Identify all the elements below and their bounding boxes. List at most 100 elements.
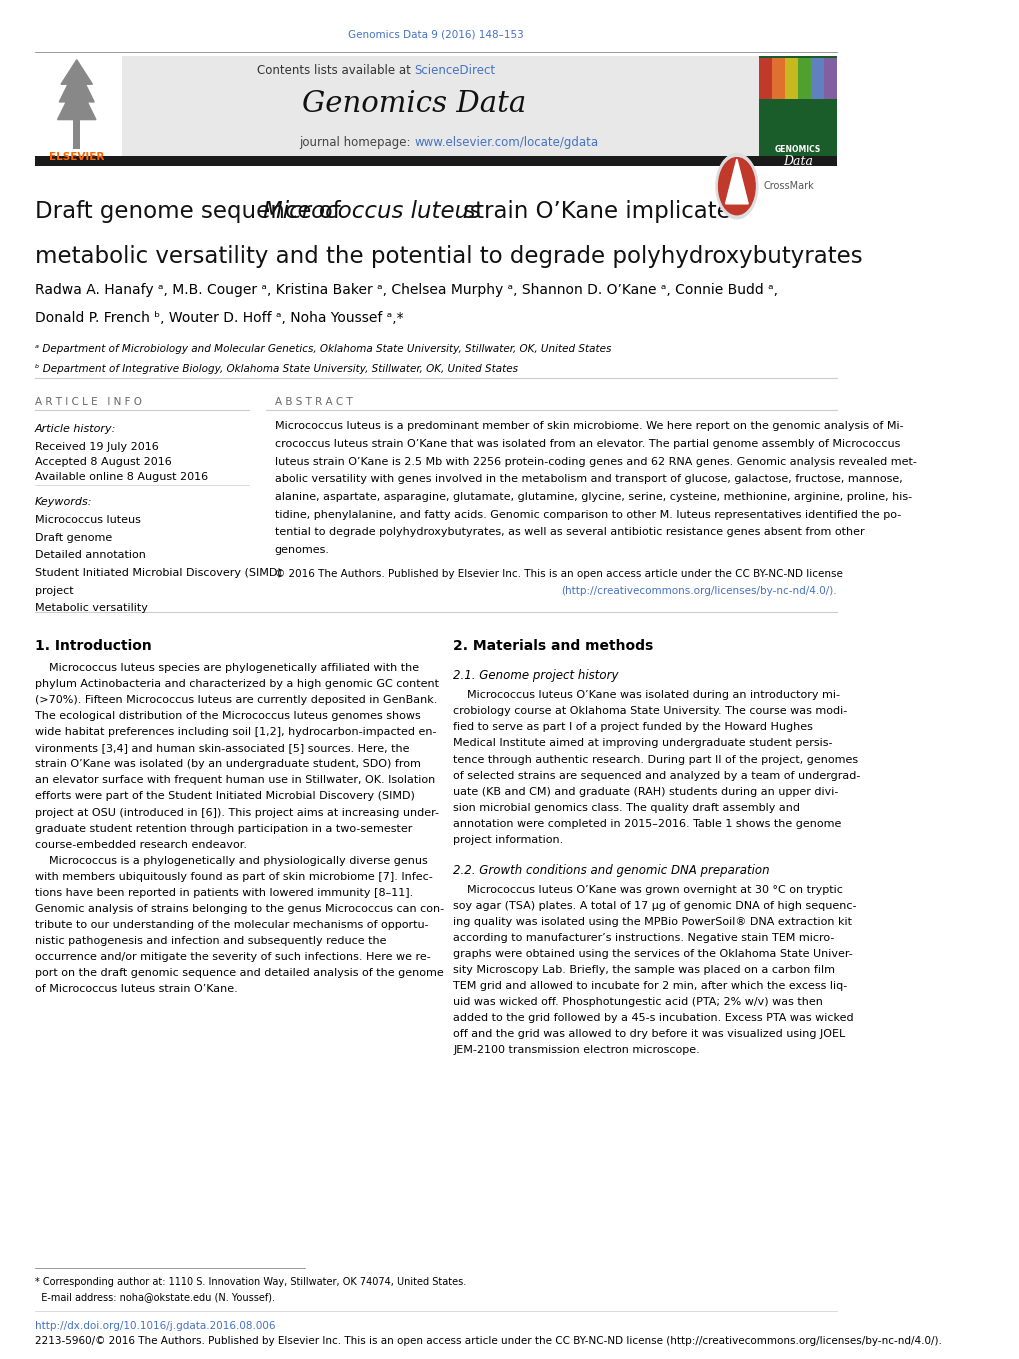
Text: Radwa A. Hanafy ᵃ, M.B. Couger ᵃ, Kristina Baker ᵃ, Chelsea Murphy ᵃ, Shannon D.: Radwa A. Hanafy ᵃ, M.B. Couger ᵃ, Kristi… xyxy=(35,283,777,296)
Text: graphs were obtained using the services of the Oklahoma State Univer-: graphs were obtained using the services … xyxy=(453,949,852,959)
Text: strain O’Kane was isolated (by an undergraduate student, SDO) from: strain O’Kane was isolated (by an underg… xyxy=(35,760,421,769)
Text: Genomic analysis of strains belonging to the genus Micrococcus can con-: Genomic analysis of strains belonging to… xyxy=(35,904,443,913)
Text: port on the draft genomic sequence and detailed analysis of the genome: port on the draft genomic sequence and d… xyxy=(35,968,443,978)
FancyBboxPatch shape xyxy=(771,58,784,99)
Circle shape xyxy=(717,158,754,215)
Text: course-embedded research endeavor.: course-embedded research endeavor. xyxy=(35,840,247,849)
Text: ᵃ Department of Microbiology and Molecular Genetics, Oklahoma State University, : ᵃ Department of Microbiology and Molecul… xyxy=(35,344,610,353)
Text: ᵇ Department of Integrative Biology, Oklahoma State University, Stillwater, OK, : ᵇ Department of Integrative Biology, Okl… xyxy=(35,364,518,374)
Text: with members ubiquitously found as part of skin microbiome [7]. Infec-: with members ubiquitously found as part … xyxy=(35,871,432,882)
Text: Micrococcus is a phylogenetically and physiologically diverse genus: Micrococcus is a phylogenetically and ph… xyxy=(35,856,427,866)
FancyBboxPatch shape xyxy=(35,56,758,156)
Text: tidine, phenylalanine, and fatty acids. Genomic comparison to other M. luteus re: tidine, phenylalanine, and fatty acids. … xyxy=(274,510,900,519)
Text: Micrococcus luteus is a predominant member of skin microbiome. We here report on: Micrococcus luteus is a predominant memb… xyxy=(274,421,903,431)
Text: Received 19 July 2016: Received 19 July 2016 xyxy=(35,442,159,451)
Text: according to manufacturer’s instructions. Negative stain TEM micro-: according to manufacturer’s instructions… xyxy=(453,932,834,943)
Text: Data: Data xyxy=(783,155,812,169)
Text: Accepted 8 August 2016: Accepted 8 August 2016 xyxy=(35,457,171,466)
Text: added to the grid followed by a 45-s incubation. Excess PTA was wicked: added to the grid followed by a 45-s inc… xyxy=(453,1012,853,1023)
Text: uid was wicked off. Phosphotungestic acid (PTA; 2% w/v) was then: uid was wicked off. Phosphotungestic aci… xyxy=(453,998,822,1007)
Text: ing quality was isolated using the MPBio PowerSoil® DNA extraction kit: ing quality was isolated using the MPBio… xyxy=(453,917,852,927)
Text: The ecological distribution of the Micrococcus luteus genomes shows: The ecological distribution of the Micro… xyxy=(35,711,420,722)
Text: Micrococcus luteus O’Kane was grown overnight at 30 °C on tryptic: Micrococcus luteus O’Kane was grown over… xyxy=(453,885,843,894)
FancyBboxPatch shape xyxy=(35,56,122,156)
Text: http://dx.doi.org/10.1016/j.gdata.2016.08.006: http://dx.doi.org/10.1016/j.gdata.2016.0… xyxy=(35,1321,275,1330)
Text: Genomics Data 9 (2016) 148–153: Genomics Data 9 (2016) 148–153 xyxy=(347,30,524,39)
Text: abolic versatility with genes involved in the metabolism and transport of glucos: abolic versatility with genes involved i… xyxy=(274,474,902,484)
Text: wide habitat preferences including soil [1,2], hydrocarbon-impacted en-: wide habitat preferences including soil … xyxy=(35,727,436,738)
Text: A B S T R A C T: A B S T R A C T xyxy=(274,397,353,406)
Text: nistic pathogenesis and infection and subsequently reduce the: nistic pathogenesis and infection and su… xyxy=(35,936,386,946)
Circle shape xyxy=(715,154,757,219)
Text: fied to serve as part I of a project funded by the Howard Hughes: fied to serve as part I of a project fun… xyxy=(453,723,812,733)
FancyBboxPatch shape xyxy=(784,58,797,99)
Text: genomes.: genomes. xyxy=(274,545,329,554)
FancyBboxPatch shape xyxy=(35,156,837,166)
Text: Draft genome sequence of: Draft genome sequence of xyxy=(35,200,347,223)
Text: Medical Institute aimed at improving undergraduate student persis-: Medical Institute aimed at improving und… xyxy=(453,738,833,749)
Text: www.elsevier.com/locate/gdata: www.elsevier.com/locate/gdata xyxy=(414,136,598,149)
FancyBboxPatch shape xyxy=(823,58,837,99)
Text: alanine, aspartate, asparagine, glutamate, glutamine, glycine, serine, cysteine,: alanine, aspartate, asparagine, glutamat… xyxy=(274,492,911,501)
Text: vironments [3,4] and human skin-associated [5] sources. Here, the: vironments [3,4] and human skin-associat… xyxy=(35,743,409,753)
Text: Genomics Data: Genomics Data xyxy=(302,90,526,118)
Text: Micrococcus luteus species are phylogenetically affiliated with the: Micrococcus luteus species are phylogene… xyxy=(35,663,419,673)
Text: A R T I C L E   I N F O: A R T I C L E I N F O xyxy=(35,397,142,406)
Text: of Micrococcus luteus strain O’Kane.: of Micrococcus luteus strain O’Kane. xyxy=(35,984,237,993)
Text: * Corresponding author at: 1110 S. Innovation Way, Stillwater, OK 74074, United : * Corresponding author at: 1110 S. Innov… xyxy=(35,1277,466,1287)
Text: (>70%). Fifteen Micrococcus luteus are currently deposited in GenBank.: (>70%). Fifteen Micrococcus luteus are c… xyxy=(35,696,437,705)
Text: crococcus luteus strain O’Kane that was isolated from an elevator. The partial g: crococcus luteus strain O’Kane that was … xyxy=(274,439,899,448)
Text: crobiology course at Oklahoma State University. The course was modi-: crobiology course at Oklahoma State Univ… xyxy=(453,707,847,716)
Text: JEM-2100 transmission electron microscope.: JEM-2100 transmission electron microscop… xyxy=(453,1045,699,1055)
Text: luteus strain O’Kane is 2.5 Mb with 2256 protein-coding genes and 62 RNA genes. : luteus strain O’Kane is 2.5 Mb with 2256… xyxy=(274,457,916,466)
Text: Contents lists available at: Contents lists available at xyxy=(257,64,414,77)
Text: 1. Introduction: 1. Introduction xyxy=(35,639,152,652)
Text: occurrence and/or mitigate the severity of such infections. Here we re-: occurrence and/or mitigate the severity … xyxy=(35,951,430,962)
Text: sity Microscopy Lab. Briefly, the sample was placed on a carbon film: sity Microscopy Lab. Briefly, the sample… xyxy=(453,965,835,974)
Text: Keywords:: Keywords: xyxy=(35,497,93,507)
FancyBboxPatch shape xyxy=(758,56,837,156)
Text: 2213-5960/© 2016 The Authors. Published by Elsevier Inc. This is an open access : 2213-5960/© 2016 The Authors. Published … xyxy=(35,1336,941,1345)
Text: Draft genome: Draft genome xyxy=(35,533,112,542)
Text: Micrococcus luteus O’Kane was isolated during an introductory mi-: Micrococcus luteus O’Kane was isolated d… xyxy=(453,690,840,700)
Polygon shape xyxy=(725,159,748,204)
FancyBboxPatch shape xyxy=(73,120,81,149)
Text: © 2016 The Authors. Published by Elsevier Inc. This is an open access article un: © 2016 The Authors. Published by Elsevie… xyxy=(274,569,842,579)
Text: ELSEVIER: ELSEVIER xyxy=(49,152,104,162)
Text: sion microbial genomics class. The quality draft assembly and: sion microbial genomics class. The quali… xyxy=(453,803,800,813)
FancyBboxPatch shape xyxy=(810,58,823,99)
Text: Micrococcus luteus: Micrococcus luteus xyxy=(35,515,141,525)
Text: 2. Materials and methods: 2. Materials and methods xyxy=(453,639,653,652)
Text: (http://creativecommons.org/licenses/by-nc-nd/4.0/).: (http://creativecommons.org/licenses/by-… xyxy=(560,586,837,595)
Text: project at OSU (introduced in [6]). This project aims at increasing under-: project at OSU (introduced in [6]). This… xyxy=(35,807,438,818)
Text: strain O’Kane implicates: strain O’Kane implicates xyxy=(455,200,742,223)
Text: Student Initiated Microbial Discovery (SIMD): Student Initiated Microbial Discovery (S… xyxy=(35,568,281,578)
Text: of selected strains are sequenced and analyzed by a team of undergrad-: of selected strains are sequenced and an… xyxy=(453,771,860,780)
Text: tribute to our understanding of the molecular mechanisms of opportu-: tribute to our understanding of the mole… xyxy=(35,920,428,930)
Text: CrossMark: CrossMark xyxy=(762,181,813,192)
Text: Detailed annotation: Detailed annotation xyxy=(35,550,146,560)
Text: journal homepage:: journal homepage: xyxy=(299,136,414,149)
Text: E-mail address: noha@okstate.edu (N. Youssef).: E-mail address: noha@okstate.edu (N. You… xyxy=(35,1292,274,1302)
Text: graduate student retention through participation in a two-semester: graduate student retention through parti… xyxy=(35,824,412,833)
Text: Article history:: Article history: xyxy=(35,424,116,434)
Text: 2.1. Genome project history: 2.1. Genome project history xyxy=(453,669,619,682)
Text: tence through authentic research. During part II of the project, genomes: tence through authentic research. During… xyxy=(453,754,858,765)
Text: soy agar (TSA) plates. A total of 17 μg of genomic DNA of high sequenc-: soy agar (TSA) plates. A total of 17 μg … xyxy=(453,901,856,911)
Text: project: project xyxy=(35,586,73,595)
Text: Metabolic versatility: Metabolic versatility xyxy=(35,603,148,613)
Text: off and the grid was allowed to dry before it was visualized using JOEL: off and the grid was allowed to dry befo… xyxy=(453,1029,845,1040)
Text: Micrococcus luteus: Micrococcus luteus xyxy=(263,200,481,223)
Text: GENOMICS: GENOMICS xyxy=(774,145,820,155)
Text: tential to degrade polyhydroxybutyrates, as well as several antibiotic resistanc: tential to degrade polyhydroxybutyrates,… xyxy=(274,527,863,537)
Text: 2.2. Growth conditions and genomic DNA preparation: 2.2. Growth conditions and genomic DNA p… xyxy=(453,864,769,878)
Polygon shape xyxy=(57,60,96,120)
Text: tions have been reported in patients with lowered immunity [8–11].: tions have been reported in patients wit… xyxy=(35,887,413,898)
Text: annotation were completed in 2015–2016. Table 1 shows the genome: annotation were completed in 2015–2016. … xyxy=(453,818,841,829)
Text: TEM grid and allowed to incubate for 2 min, after which the excess liq-: TEM grid and allowed to incubate for 2 m… xyxy=(453,981,847,991)
Text: Donald P. French ᵇ, Wouter D. Hoff ᵃ, Noha Youssef ᵃ,*: Donald P. French ᵇ, Wouter D. Hoff ᵃ, No… xyxy=(35,311,404,325)
Text: Available online 8 August 2016: Available online 8 August 2016 xyxy=(35,472,208,481)
FancyBboxPatch shape xyxy=(758,58,771,99)
Text: phylum Actinobacteria and characterized by a high genomic GC content: phylum Actinobacteria and characterized … xyxy=(35,680,438,689)
Text: metabolic versatility and the potential to degrade polyhydroxybutyrates: metabolic versatility and the potential … xyxy=(35,245,862,268)
